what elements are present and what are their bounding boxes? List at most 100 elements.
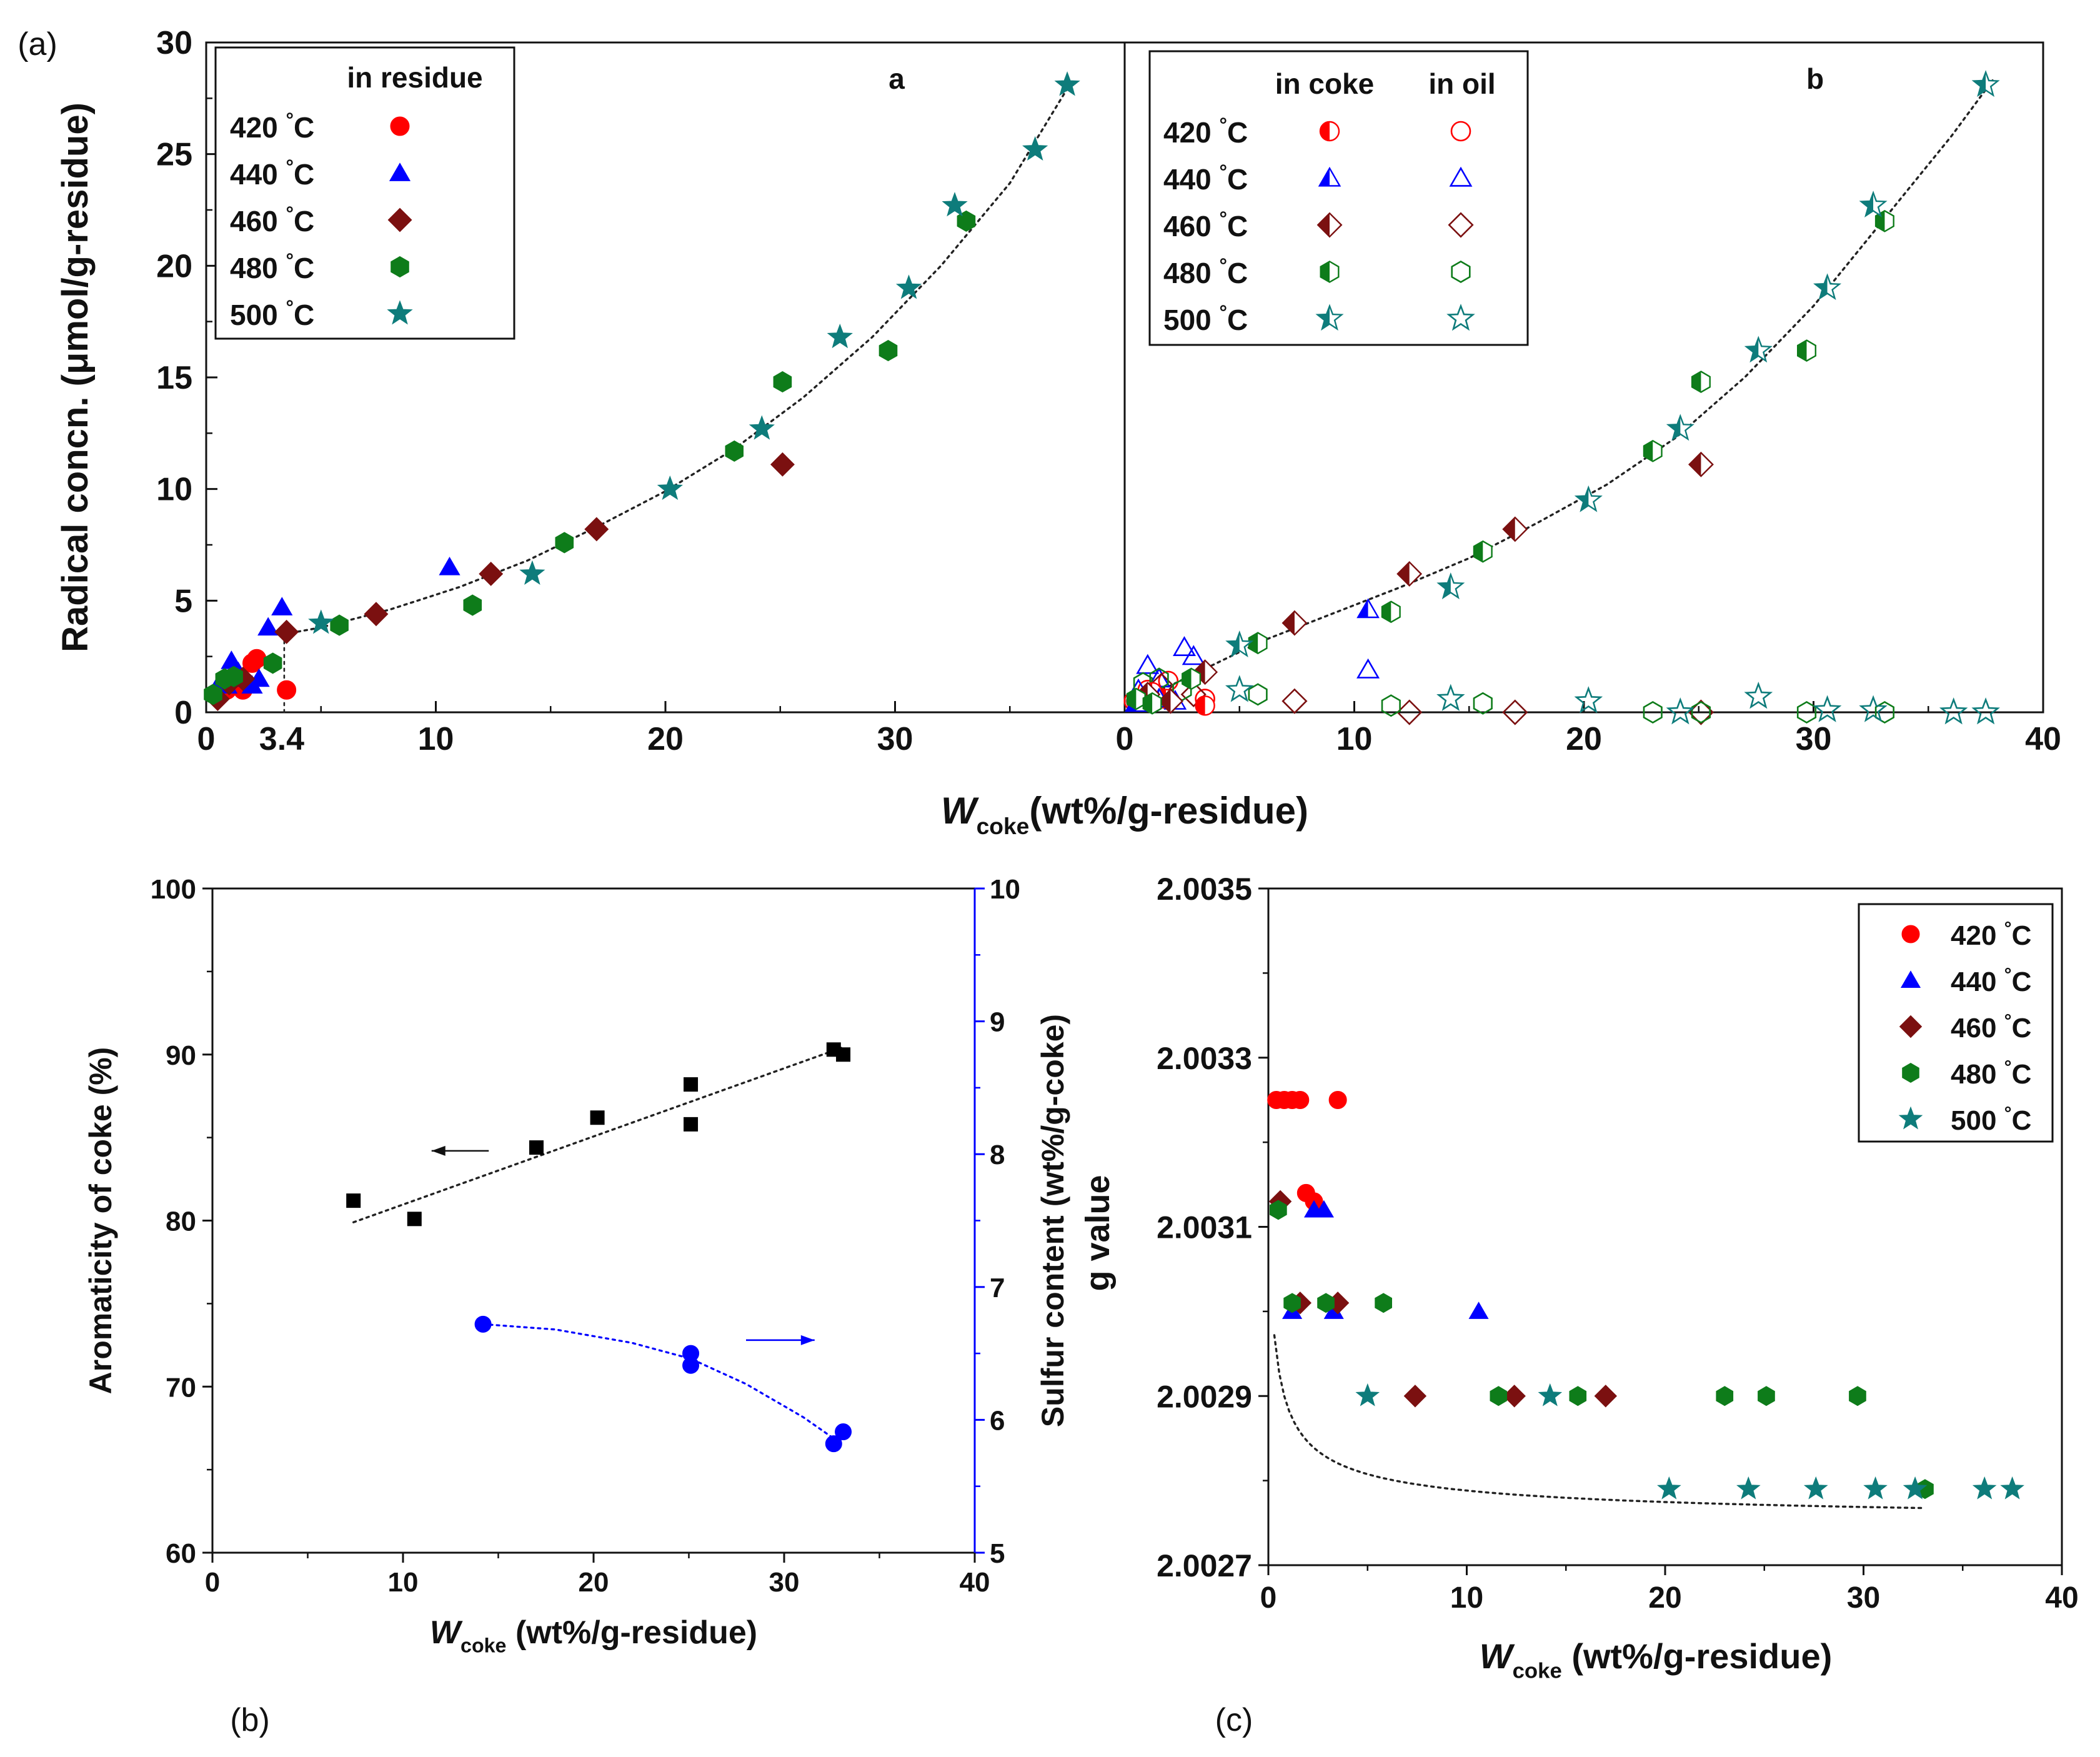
- point-b-coke-500-shape: [1668, 416, 1681, 439]
- point-a-440: [257, 617, 279, 636]
- x-axis-label-b: Wcoke (wt%/g-residue): [430, 1615, 757, 1657]
- subplot-tag-b: b: [1806, 62, 1824, 95]
- point-a-420: [277, 680, 297, 700]
- point-b-oil-460: [1502, 699, 1528, 725]
- point-c-480-shape: [1569, 1386, 1587, 1406]
- point-b-oil-480: [1874, 700, 1894, 724]
- point-b2-aromaticity-shape: [529, 1140, 544, 1155]
- point-a-500-shape: [1054, 71, 1080, 96]
- point-b-coke-480: [1473, 540, 1493, 563]
- legend-c-label-420-unit: C: [2012, 920, 2032, 951]
- point-b2-sulfur-shape: [825, 1435, 842, 1453]
- point-a-480: [330, 614, 349, 636]
- legend-b-oil-marker-460-shape: [1448, 212, 1474, 238]
- right-axis-arrowhead: [800, 1335, 815, 1345]
- legend-a-marker-420-shape: [390, 116, 410, 136]
- point-c-500: [1355, 1383, 1380, 1406]
- point-b-coke-460-shape: [1397, 562, 1410, 586]
- legend-a-label-420-temp: 420: [230, 111, 286, 144]
- legend-c-box: [1858, 903, 2054, 1143]
- legend-b-coke-marker-460-shape: [1316, 212, 1343, 238]
- point-b2-aromaticity: [836, 1047, 851, 1062]
- legend-a-label-460: 460 °C: [230, 203, 314, 237]
- legend-c-label-460-degree: °: [2004, 1010, 2012, 1031]
- point-c-420: [1291, 1090, 1310, 1109]
- point-c-480: [1317, 1293, 1335, 1313]
- point-a-460: [274, 619, 299, 644]
- legend-c-marker-480: [1902, 1063, 1919, 1083]
- point-c-480: [1758, 1386, 1775, 1406]
- point-a-500: [749, 415, 775, 440]
- x-tick-label-c: 20: [1648, 1581, 1681, 1615]
- y-right-tick-label-b: 7: [990, 1273, 1005, 1303]
- point-a-500-shape: [519, 560, 545, 585]
- point-c-500: [1903, 1476, 1928, 1500]
- point-b-coke-500: [1225, 630, 1254, 657]
- point-a-440-shape: [439, 557, 460, 575]
- point-b-oil-500-shape: [1574, 686, 1603, 714]
- point-b-coke-480: [1142, 692, 1162, 715]
- point-b-coke-500-shape: [1225, 630, 1254, 657]
- legend-c-label-480: 480 °C: [1951, 1057, 2031, 1090]
- point-b-coke-480-shape: [1248, 632, 1258, 654]
- legend-b-oil-marker-440-shape: [1449, 166, 1473, 187]
- legend-b-oil-marker-480: [1451, 260, 1471, 283]
- point-b-oil-500-shape: [1813, 695, 1842, 722]
- point-a-440: [271, 597, 293, 615]
- legend-a-marker-440-shape: [389, 162, 411, 181]
- x-axis-label-b-sub: coke: [460, 1635, 506, 1657]
- legend-c-marker-420: [1901, 925, 1920, 943]
- x-tick-label-c: 30: [1847, 1581, 1880, 1615]
- point-c-480: [1849, 1386, 1866, 1406]
- legend-c-marker-500-shape: [1898, 1106, 1923, 1130]
- subplot-tag-a: a: [888, 62, 905, 95]
- legend-b-label-420-temp: 420: [1163, 116, 1220, 149]
- point-b-oil-500: [1859, 695, 1888, 722]
- point-c-480-shape: [1375, 1293, 1392, 1313]
- legend-c-label-440-unit: C: [2012, 967, 2032, 997]
- point-c-500-shape: [1972, 1476, 1997, 1500]
- point-a-460-shape: [770, 452, 795, 477]
- point-c-480: [1283, 1293, 1301, 1313]
- point-c-500: [1657, 1476, 1681, 1500]
- point-a-480-shape: [330, 614, 349, 636]
- x-tick-label-c: 40: [2045, 1581, 2078, 1615]
- point-a-480: [263, 652, 282, 674]
- point-b-oil-500-shape: [1939, 697, 1968, 725]
- point-a-460: [364, 602, 389, 627]
- point-c-500-shape: [1863, 1476, 1888, 1500]
- point-b-oil-480: [1381, 694, 1401, 717]
- point-b-oil-500: [1971, 697, 2000, 725]
- point-b2-sulfur: [835, 1423, 852, 1441]
- x-tick-label-c: 10: [1450, 1581, 1483, 1615]
- left-axis-arrowhead: [431, 1145, 445, 1156]
- point-a-480: [204, 684, 222, 705]
- legend-b-label-480-unit: C: [1227, 257, 1248, 289]
- point-b-coke-500-shape: [1971, 70, 2000, 97]
- point-b-oil-480-shape: [1381, 694, 1401, 717]
- point-b-coke-460: [1688, 451, 1714, 477]
- legend-b-coke-marker-500: [1315, 304, 1344, 331]
- legend-b-header-oil: in oil: [1428, 67, 1495, 100]
- legend-b-label-500-temp: 500: [1163, 304, 1220, 336]
- x-axis-label-b-w: W: [430, 1615, 463, 1651]
- point-b-coke-460-shape: [1503, 517, 1515, 541]
- point-a-460-shape: [364, 602, 389, 627]
- point-b-coke-480: [1796, 339, 1817, 362]
- y-right-tick-label-b: 9: [990, 1007, 1005, 1038]
- y-axis-label-c: g value: [1079, 1175, 1117, 1291]
- x-axis-label-c: Wcoke (wt%/g-residue): [1480, 1636, 1832, 1683]
- point-a-460-shape: [479, 561, 504, 586]
- y-tick-label-c: 2.0031: [1157, 1210, 1252, 1245]
- legend-a-label-440: 440 °C: [230, 156, 314, 191]
- point-c-500-shape: [1355, 1383, 1380, 1406]
- y-left-tick-label-b: 60: [166, 1538, 196, 1569]
- x-tick-label-b2: 0: [205, 1567, 220, 1598]
- point-b-coke-500-shape: [1746, 337, 1759, 361]
- point-b-coke-500-shape: [1436, 572, 1465, 600]
- point-b-coke-480: [1643, 440, 1663, 462]
- point-b-oil-500: [1744, 681, 1773, 709]
- point-b-oil-440-shape: [1356, 658, 1380, 679]
- point-b-coke-480-shape: [1644, 440, 1653, 462]
